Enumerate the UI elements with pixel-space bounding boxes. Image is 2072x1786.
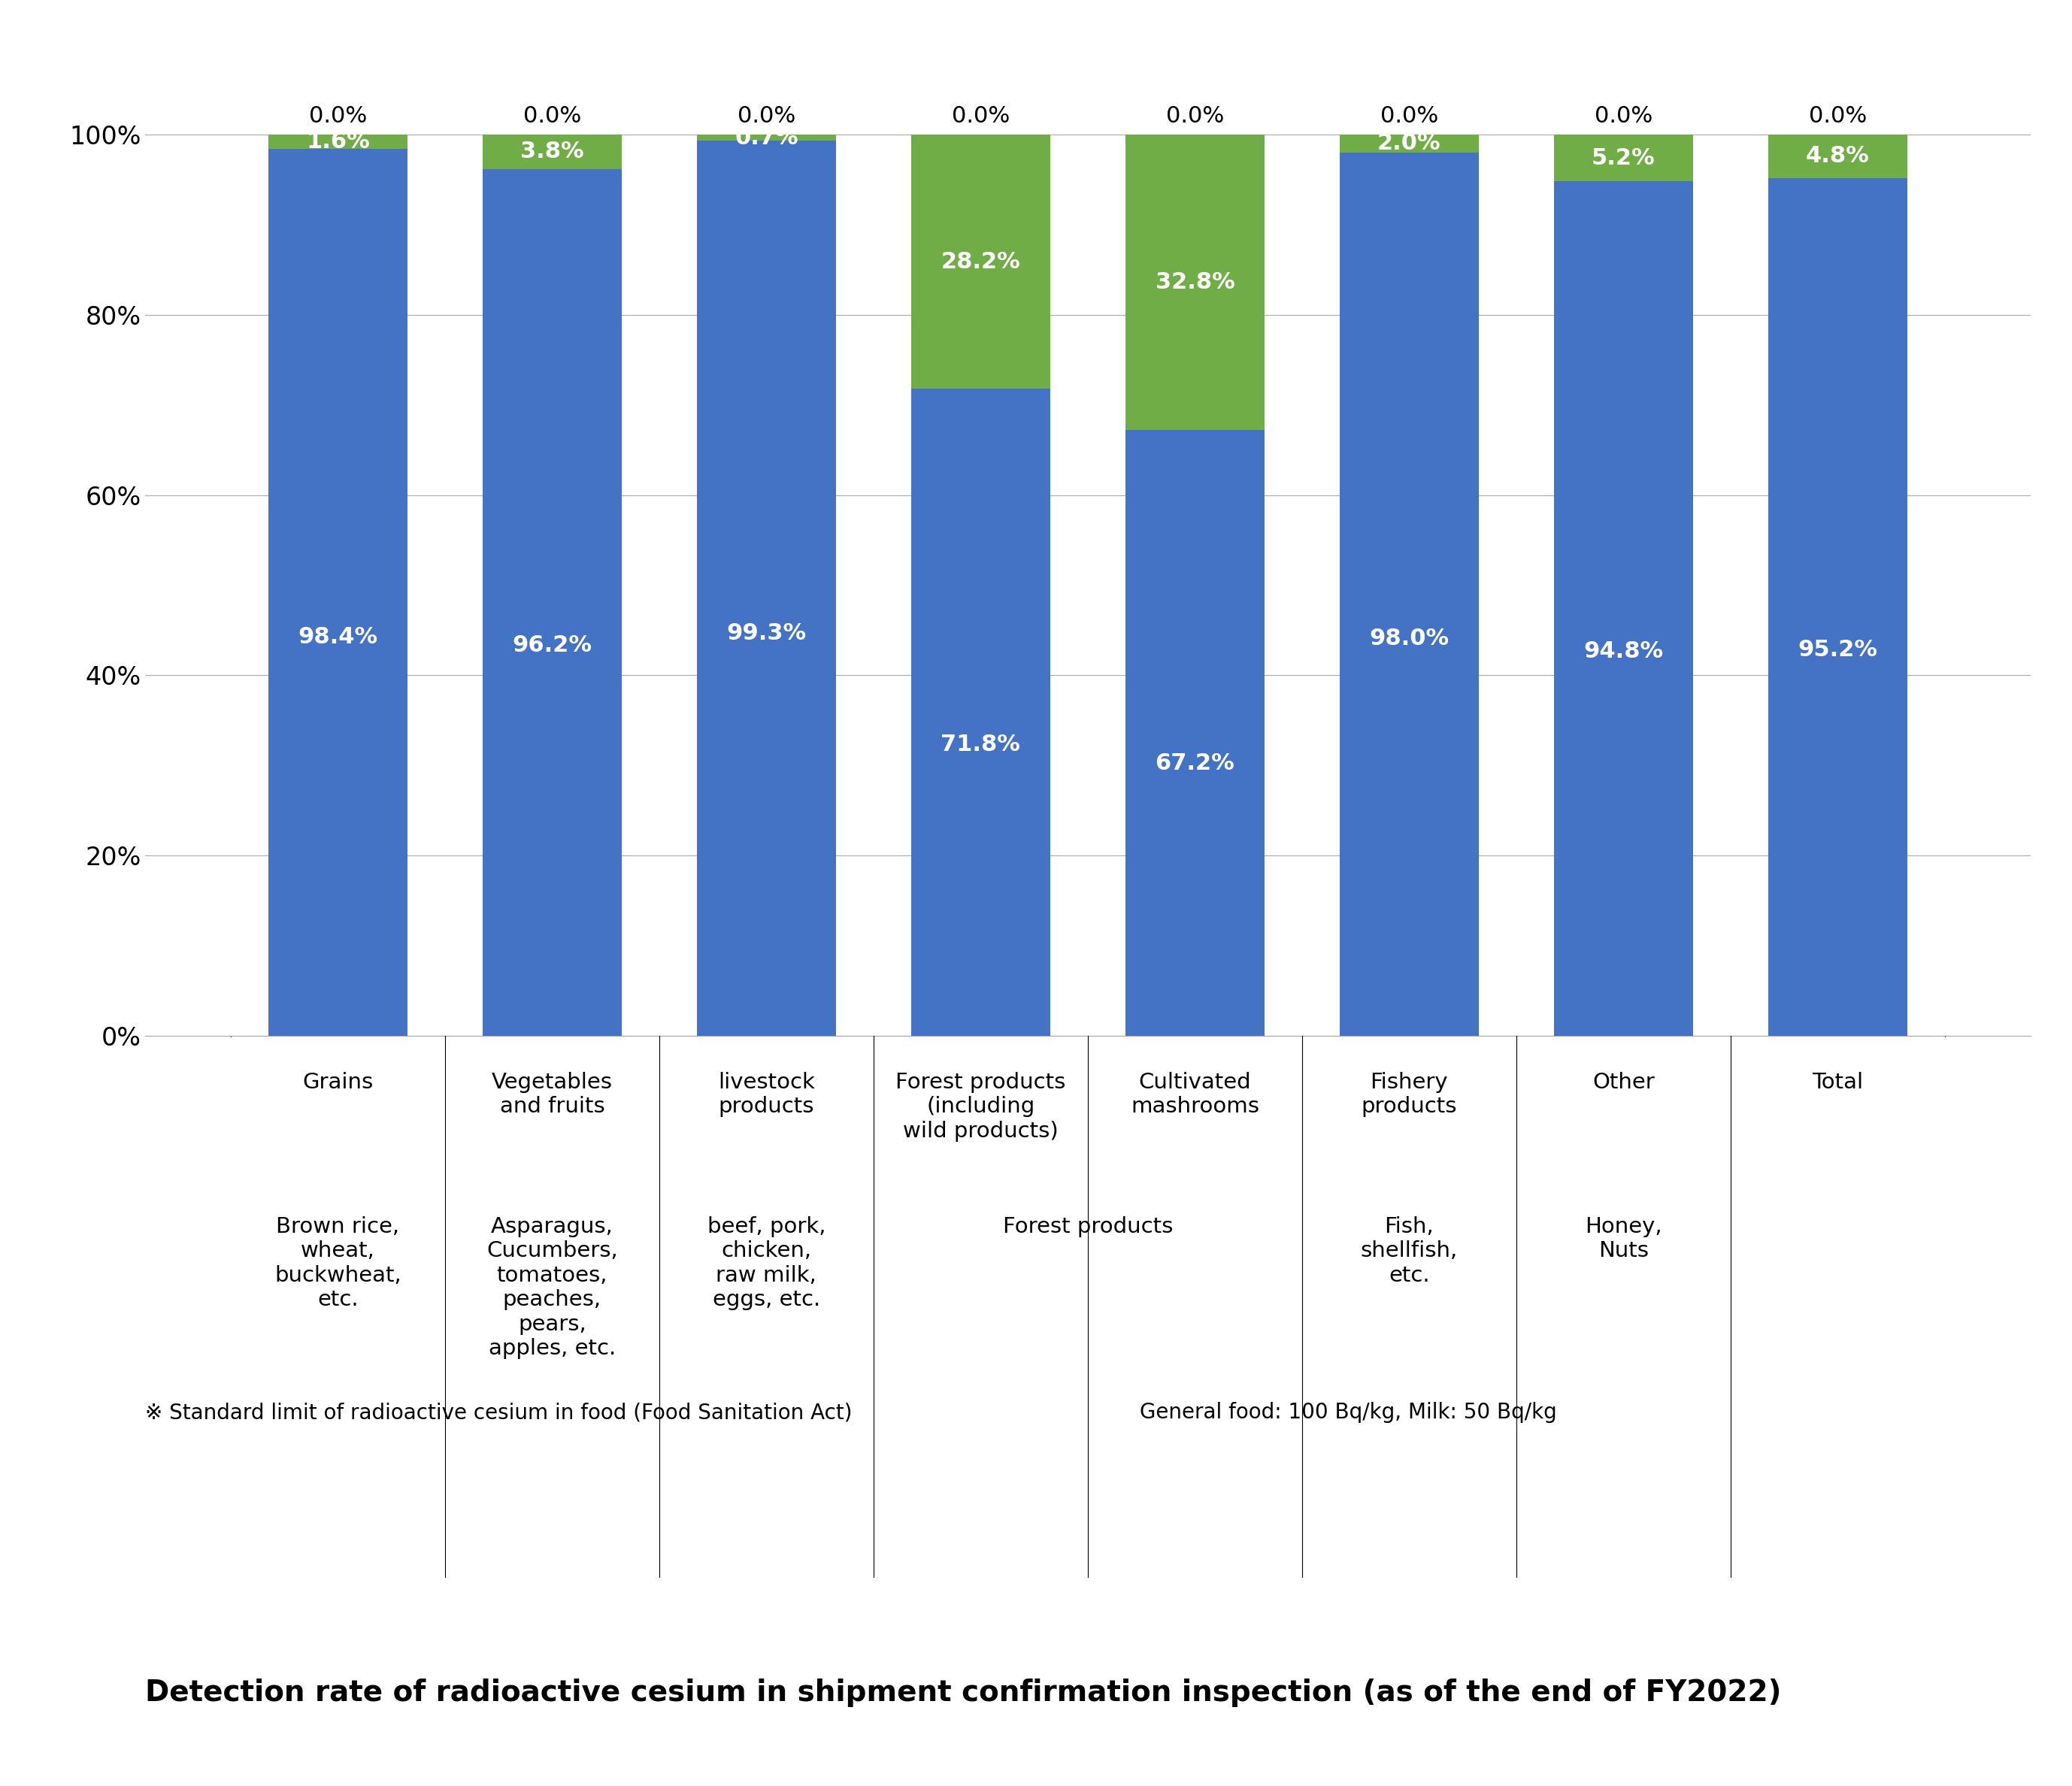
Text: Fishery
products: Fishery products bbox=[1361, 1072, 1457, 1118]
Text: Detection rate of radioactive cesium in shipment confirmation inspection (as of : Detection rate of radioactive cesium in … bbox=[145, 1679, 1782, 1707]
Legend: Values below lower limit
of detection, Values no greater than standard limit, Va: Values below lower limit of detection, V… bbox=[155, 1216, 1444, 1302]
Bar bbox=[1767, 134, 1908, 179]
Text: 0.0%: 0.0% bbox=[1595, 105, 1653, 127]
Text: 3.8%: 3.8% bbox=[520, 141, 584, 163]
Bar bbox=[483, 134, 622, 170]
Bar bbox=[1125, 430, 1264, 1036]
Bar bbox=[1554, 134, 1693, 182]
Text: 0.0%: 0.0% bbox=[309, 105, 367, 127]
Text: 0.0%: 0.0% bbox=[522, 105, 580, 127]
Text: 2.0%: 2.0% bbox=[1378, 132, 1440, 154]
Text: 0.0%: 0.0% bbox=[738, 105, 796, 127]
Text: livestock
products: livestock products bbox=[719, 1072, 814, 1118]
Bar bbox=[912, 389, 1051, 1036]
Bar bbox=[1554, 182, 1693, 1036]
Text: Honey,
Nuts: Honey, Nuts bbox=[1585, 1216, 1662, 1261]
Bar bbox=[696, 134, 835, 141]
Bar bbox=[696, 141, 835, 1036]
Bar bbox=[912, 134, 1051, 389]
Text: beef, pork,
chicken,
raw milk,
eggs, etc.: beef, pork, chicken, raw milk, eggs, etc… bbox=[707, 1216, 825, 1311]
Text: Forest products
(including
wild products): Forest products (including wild products… bbox=[895, 1072, 1065, 1141]
Bar bbox=[1341, 134, 1479, 152]
Text: ※ Standard limit of radioactive cesium in food (Food Sanitation Act): ※ Standard limit of radioactive cesium i… bbox=[145, 1402, 852, 1423]
Text: 98.0%: 98.0% bbox=[1370, 627, 1448, 650]
Bar bbox=[267, 148, 408, 1036]
Text: Fish,
shellfish,
etc.: Fish, shellfish, etc. bbox=[1361, 1216, 1459, 1286]
Text: Cultivated
mashrooms: Cultivated mashrooms bbox=[1131, 1072, 1260, 1118]
Text: 28.2%: 28.2% bbox=[941, 250, 1019, 273]
Text: Asparagus,
Cucumbers,
tomatoes,
peaches,
pears,
apples, etc.: Asparagus, Cucumbers, tomatoes, peaches,… bbox=[487, 1216, 617, 1359]
Text: 5.2%: 5.2% bbox=[1591, 146, 1656, 170]
Text: Total: Total bbox=[1813, 1072, 1863, 1093]
Text: 67.2%: 67.2% bbox=[1156, 752, 1235, 773]
Bar bbox=[483, 170, 622, 1036]
Text: 0.0%: 0.0% bbox=[1809, 105, 1867, 127]
Text: 95.2%: 95.2% bbox=[1798, 639, 1877, 661]
Bar bbox=[1125, 134, 1264, 430]
Text: 0.0%: 0.0% bbox=[1167, 105, 1225, 127]
Text: 99.3%: 99.3% bbox=[727, 622, 806, 645]
Text: 1.6%: 1.6% bbox=[307, 130, 369, 152]
Text: 0.0%: 0.0% bbox=[1380, 105, 1438, 127]
Text: 98.4%: 98.4% bbox=[298, 625, 377, 648]
Text: General food: 100 Bq/kg, Milk: 50 Bq/kg: General food: 100 Bq/kg, Milk: 50 Bq/kg bbox=[1140, 1402, 1556, 1423]
Text: Grains: Grains bbox=[303, 1072, 373, 1093]
Bar bbox=[1341, 152, 1479, 1036]
Text: 0.0%: 0.0% bbox=[951, 105, 1009, 127]
Text: Other: Other bbox=[1593, 1072, 1656, 1093]
Text: Brown rice,
wheat,
buckwheat,
etc.: Brown rice, wheat, buckwheat, etc. bbox=[274, 1216, 402, 1311]
Text: 71.8%: 71.8% bbox=[941, 734, 1021, 755]
Text: 94.8%: 94.8% bbox=[1583, 641, 1664, 663]
Text: 0.7%: 0.7% bbox=[736, 127, 798, 148]
Text: Forest products: Forest products bbox=[1003, 1216, 1173, 1238]
Bar bbox=[1767, 179, 1908, 1036]
Text: 32.8%: 32.8% bbox=[1156, 271, 1235, 293]
Text: 4.8%: 4.8% bbox=[1807, 145, 1869, 168]
Text: 96.2%: 96.2% bbox=[512, 634, 593, 657]
Bar bbox=[267, 134, 408, 148]
Text: Vegetables
and fruits: Vegetables and fruits bbox=[491, 1072, 613, 1118]
